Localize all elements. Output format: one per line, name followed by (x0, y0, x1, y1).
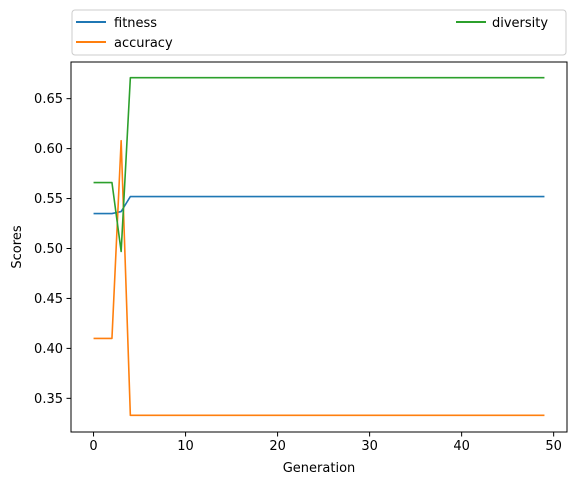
plot-frame (70, 61, 568, 433)
legend: fitness accuracy diversity (71, 9, 567, 56)
y-tick-label: 0.65 (34, 92, 63, 107)
y-tick-label: 0.55 (34, 192, 63, 207)
plot-lines (93, 76, 545, 417)
legend-fitness-label: fitness (114, 16, 157, 31)
x-tick-label: 20 (269, 439, 286, 454)
legend-accuracy-label: accuracy (114, 36, 173, 51)
x-axis-label: Generation (283, 461, 356, 476)
y-tick-label: 0.60 (34, 142, 63, 157)
series-line-diversity (93, 76, 545, 253)
y-axis-label: Scores (10, 225, 25, 268)
series-line-accuracy (93, 139, 545, 417)
x-tick-label: 40 (453, 439, 470, 454)
x-tick-label: 0 (89, 439, 97, 454)
y-tick-label: 0.35 (34, 392, 63, 407)
legend-box (71, 9, 567, 56)
y-axis-ticks: 0.35 0.40 0.45 0.50 0.55 0.60 0.65 (34, 92, 71, 407)
legend-diversity-label: diversity (492, 16, 548, 31)
x-axis-ticks: 0 10 20 30 40 50 (89, 432, 562, 454)
y-tick-label: 0.45 (34, 292, 63, 307)
x-tick-label: 50 (545, 439, 562, 454)
x-tick-label: 10 (177, 439, 194, 454)
y-tick-label: 0.50 (34, 242, 63, 257)
y-tick-label: 0.40 (34, 342, 63, 357)
series-line-fitness (93, 195, 545, 215)
x-tick-label: 30 (361, 439, 378, 454)
